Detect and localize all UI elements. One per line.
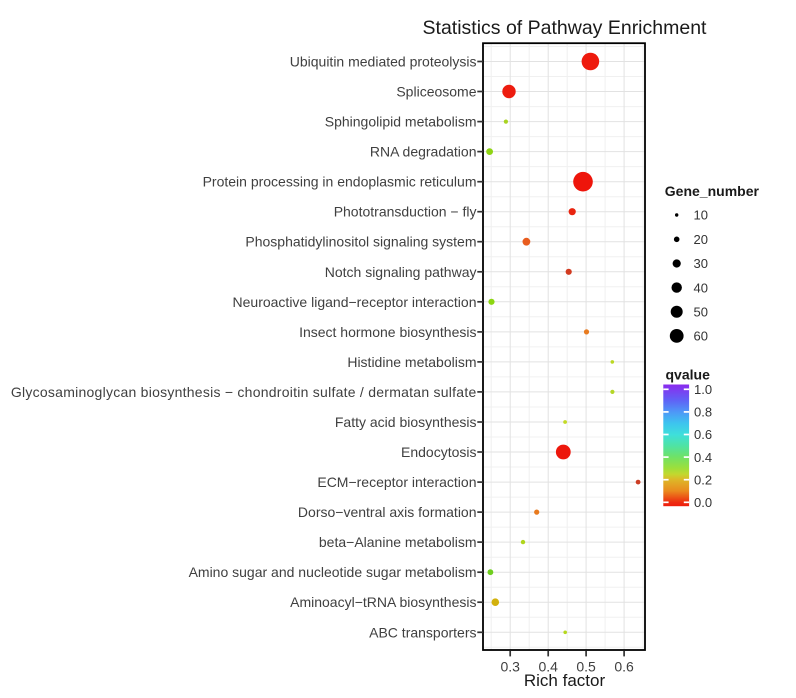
svg-text:beta−Alanine metabolism: beta−Alanine metabolism	[319, 534, 477, 550]
svg-text:Insect hormone biosynthesis: Insect hormone biosynthesis	[299, 324, 476, 340]
svg-text:1.0: 1.0	[694, 382, 712, 397]
svg-text:0.5: 0.5	[576, 658, 596, 674]
svg-text:Endocytosis: Endocytosis	[401, 444, 476, 460]
svg-text:0.2: 0.2	[694, 472, 712, 487]
svg-text:20: 20	[694, 232, 708, 247]
svg-text:0.4: 0.4	[694, 450, 712, 465]
svg-text:Aminoacyl−tRNA biosynthesis: Aminoacyl−tRNA biosynthesis	[290, 594, 476, 610]
svg-text:Histidine metabolism: Histidine metabolism	[347, 354, 476, 370]
svg-text:50: 50	[694, 305, 708, 320]
svg-text:10: 10	[694, 208, 708, 223]
svg-text:RNA degradation: RNA degradation	[370, 144, 477, 160]
svg-text:0.8: 0.8	[694, 405, 712, 420]
svg-text:Fatty acid biosynthesis: Fatty acid biosynthesis	[335, 414, 477, 430]
svg-text:0.6: 0.6	[614, 658, 634, 674]
svg-text:Protein processing in endoplas: Protein processing in endoplasmic reticu…	[203, 174, 477, 190]
svg-text:0.6: 0.6	[694, 427, 712, 442]
svg-text:Dorso−ventral axis formation: Dorso−ventral axis formation	[298, 504, 477, 520]
svg-text:0.0: 0.0	[694, 495, 712, 510]
svg-text:0.3: 0.3	[500, 658, 520, 674]
svg-text:Phosphatidylinositol signaling: Phosphatidylinositol signaling system	[245, 234, 476, 250]
svg-text:Amino sugar and nucleotide sug: Amino sugar and nucleotide sugar metabol…	[189, 564, 477, 580]
svg-text:Rich factor: Rich factor	[524, 671, 606, 690]
svg-text:Notch signaling pathway: Notch signaling pathway	[325, 264, 477, 280]
svg-text:Statistics of Pathway Enrichme: Statistics of Pathway Enrichment	[423, 17, 708, 39]
svg-text:Phototransduction − fly: Phototransduction − fly	[334, 204, 477, 220]
svg-text:Spliceosome: Spliceosome	[396, 84, 476, 100]
svg-text:0.4: 0.4	[538, 658, 558, 674]
svg-text:Sphingolipid metabolism: Sphingolipid metabolism	[325, 114, 477, 130]
svg-text:ABC transporters: ABC transporters	[369, 624, 476, 640]
svg-text:qvalue: qvalue	[666, 367, 711, 383]
svg-text:40: 40	[694, 280, 708, 295]
svg-text:Glycosaminoglycan biosynthesis: Glycosaminoglycan biosynthesis − chondro…	[11, 384, 477, 400]
svg-text:60: 60	[694, 329, 708, 344]
svg-text:Gene_number: Gene_number	[665, 183, 760, 199]
svg-text:30: 30	[694, 256, 708, 271]
svg-text:Neuroactive ligand−receptor in: Neuroactive ligand−receptor interaction	[233, 294, 477, 310]
svg-text:ECM−receptor interaction: ECM−receptor interaction	[317, 474, 476, 490]
svg-text:Ubiquitin mediated proteolysis: Ubiquitin mediated proteolysis	[290, 54, 477, 70]
